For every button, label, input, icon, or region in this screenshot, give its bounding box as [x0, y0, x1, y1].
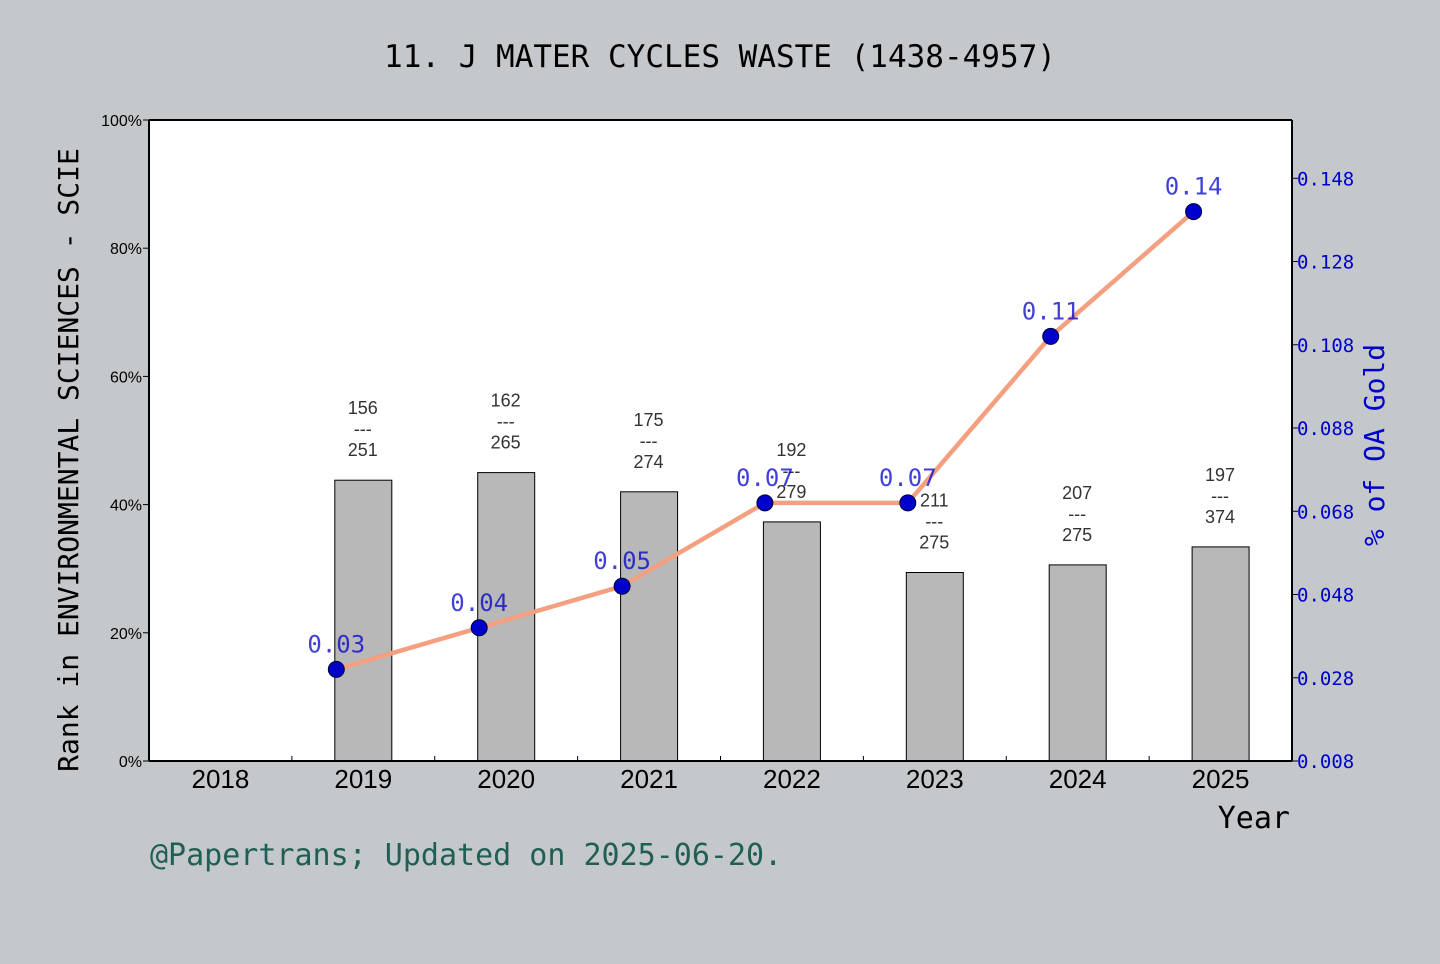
x-axis-label: Year — [1218, 801, 1290, 836]
y2-tick-label: 0.088 — [1297, 418, 1354, 440]
bar-2020 — [477, 472, 536, 762]
oa-point-2023 — [899, 494, 917, 512]
bar-2022 — [762, 521, 821, 762]
oa-label-2019: 0.03 — [307, 630, 365, 658]
oa-label-2022: 0.07 — [736, 464, 794, 492]
x-tick-label-2023: 2023 — [906, 764, 964, 794]
oa-label-2021: 0.05 — [593, 547, 651, 575]
oa-label-2025: 0.14 — [1165, 173, 1223, 201]
y-tick-label: 60% — [110, 369, 142, 386]
rank-total-2022: 279 — [776, 482, 806, 502]
y2-tick-label: 0.068 — [1297, 501, 1354, 523]
x-tick-label-2022: 2022 — [763, 764, 821, 794]
bar-2024 — [1048, 564, 1107, 762]
y2-axis-label: % of OA Gold — [1358, 344, 1391, 546]
rank-label-2022: 192 — [776, 440, 806, 460]
rank-label-2021: 175 — [634, 410, 664, 430]
rank-label-2023: 211 — [920, 491, 949, 511]
bar-2025 — [1191, 546, 1250, 762]
y2-tick-label: 0.048 — [1297, 585, 1354, 607]
rank-separator-2024: --- — [1068, 504, 1086, 524]
rank-total-2025: 374 — [1205, 507, 1235, 527]
oa-point-2021 — [613, 577, 631, 595]
y-axis-label: Rank in ENVIRONMENTAL SCIENCES - SCIE — [52, 148, 85, 772]
rank-total-2021: 274 — [634, 452, 664, 472]
y2-tick-label: 0.128 — [1297, 252, 1354, 274]
oa-point-2019 — [327, 660, 345, 678]
bar-2019 — [334, 479, 393, 762]
y-tick-label: 20% — [110, 626, 142, 643]
y-tick-label: 80% — [110, 241, 142, 258]
x-tick-label-2021: 2021 — [620, 764, 678, 794]
rank-total-2024: 275 — [1062, 525, 1092, 545]
y-tick-label: 100% — [101, 113, 142, 130]
oa-point-2022 — [756, 494, 774, 512]
rank-label-2024: 207 — [1062, 483, 1092, 503]
plot-area — [149, 120, 1292, 761]
oa-label-2020: 0.04 — [450, 589, 508, 617]
y2-tick-label: 0.108 — [1297, 335, 1354, 357]
chart-title: 11. J MATER CYCLES WASTE (1438-4957) — [384, 39, 1056, 75]
rank-label-2019: 156 — [348, 398, 378, 418]
y2-tick-label: 0.008 — [1297, 751, 1354, 773]
oa-point-2020 — [470, 619, 488, 637]
axes-layer: 0% 20% 40% 60% 80% 100% 0.008 0.028 0.048 0.068 0.… — [101, 113, 1354, 794]
x-tick-label-2024: 2024 — [1049, 764, 1107, 794]
rank-separator-2019: --- — [354, 419, 372, 439]
y2-tick-label: 0.028 — [1297, 668, 1354, 690]
bar-2021 — [620, 491, 679, 762]
rank-total-2020: 265 — [491, 433, 521, 453]
oa-line-layer: 0.03 0.04 0.05 0.07 0.07 0.11 0.14 — [307, 173, 1222, 678]
x-tick-label-2020: 2020 — [477, 764, 535, 794]
bars-layer — [334, 472, 1250, 762]
y2-tick-label: 0.148 — [1297, 168, 1354, 190]
rank-total-2019: 251 — [348, 440, 378, 460]
oa-point-2024 — [1042, 327, 1060, 345]
rank-total-2023: 275 — [919, 533, 949, 553]
rank-separator-2025: --- — [1211, 486, 1229, 506]
y-tick-label: 40% — [110, 498, 142, 515]
rank-separator-2023: --- — [925, 512, 943, 532]
footer-credit: @Papertrans; Updated on 2025-06-20. — [150, 838, 782, 873]
rank-separator-2021: --- — [640, 431, 658, 451]
x-tick-label-2018: 2018 — [192, 764, 250, 794]
rank-label-2025: 197 — [1205, 465, 1235, 485]
rank-label-2020: 162 — [491, 391, 521, 411]
rank-separator-2020: --- — [497, 412, 515, 432]
x-tick-label-2019: 2019 — [334, 764, 392, 794]
rank-separator-2022: --- — [782, 461, 800, 481]
oa-label-2024: 0.11 — [1022, 297, 1080, 325]
y-tick-label: 0% — [119, 754, 142, 771]
bar-2023 — [905, 572, 964, 762]
oa-label-2023: 0.07 — [879, 464, 937, 492]
oa-point-2025 — [1185, 203, 1203, 221]
x-tick-label-2025: 2025 — [1192, 764, 1250, 794]
